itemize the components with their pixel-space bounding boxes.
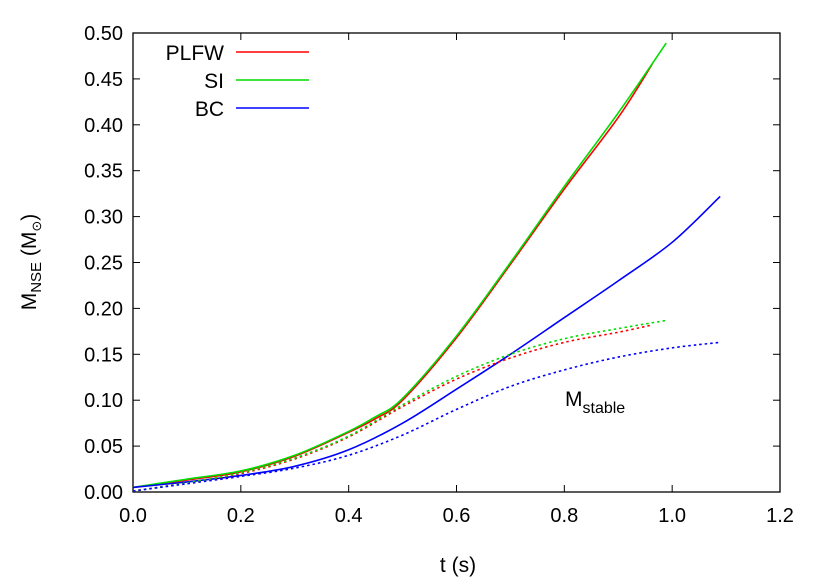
series-line-plfw	[132, 63, 653, 489]
y-tick-label: 0.00	[84, 482, 123, 504]
y-tick-label: 0.35	[84, 161, 123, 183]
series-line-stable-5	[132, 341, 721, 492]
plot-frame	[132, 32, 781, 493]
x-tick-label: 1.0	[658, 505, 686, 527]
y-tick-label: 0.30	[84, 207, 123, 229]
legend-label: BC	[195, 98, 224, 121]
legend-label: SI	[204, 70, 224, 93]
y-tick-label: 0.15	[84, 344, 123, 366]
y-tick-label: 0.20	[84, 298, 123, 320]
x-tick-label: 0.8	[550, 505, 578, 527]
x-tick-label: 1.2	[766, 505, 794, 527]
x-tick-label: 0.6	[443, 505, 471, 527]
series-line-si	[132, 42, 667, 489]
x-axis-label: t (s)	[440, 554, 476, 577]
y-tick-label: 0.05	[84, 436, 123, 458]
y-tick-label: 0.50	[84, 23, 123, 45]
y-axis-label: MNSE (M⊙)	[18, 214, 45, 311]
y-tick-label: 0.45	[84, 69, 123, 91]
y-tick-label: 0.10	[84, 390, 123, 412]
series-line-bc	[132, 195, 721, 489]
y-tick-label: 0.40	[84, 115, 123, 137]
annotation-m-stable: Mstable	[565, 388, 625, 417]
x-tick-label: 0.2	[227, 505, 255, 527]
x-tick-label: 0.4	[335, 505, 363, 527]
legend-label: PLFW	[166, 42, 225, 65]
x-tick-label: 0.0	[119, 505, 147, 527]
y-tick-label: 0.25	[84, 253, 123, 275]
